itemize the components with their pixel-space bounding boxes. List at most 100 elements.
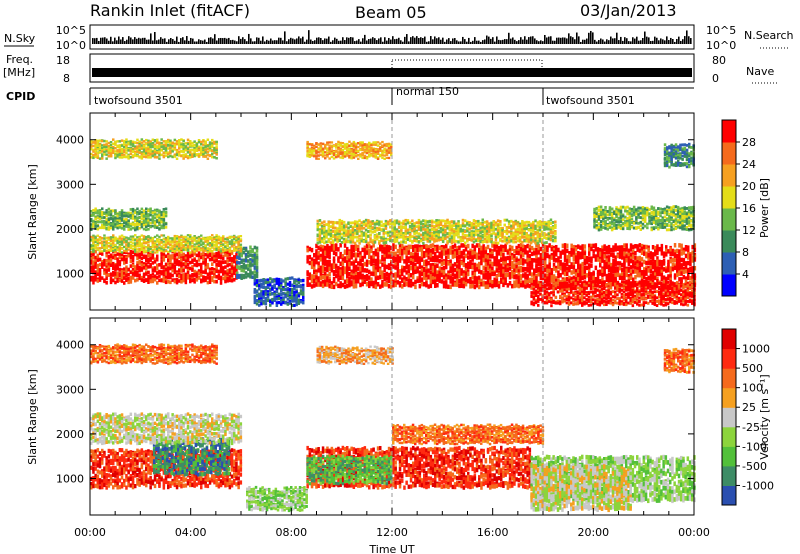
heatmap-cell bbox=[215, 234, 218, 237]
heatmap-cell bbox=[162, 208, 166, 211]
heatmap-cell bbox=[331, 230, 335, 233]
heatmap-cell bbox=[431, 250, 435, 255]
nsky-mark bbox=[378, 38, 380, 44]
heatmap-cell bbox=[423, 272, 426, 277]
heatmap-cell bbox=[103, 212, 106, 215]
heatmap-cell bbox=[173, 142, 177, 145]
heatmap-cell bbox=[202, 149, 205, 152]
heatmap-cell bbox=[423, 261, 426, 267]
heatmap-cell bbox=[317, 255, 320, 260]
heatmap-cell bbox=[343, 279, 347, 284]
heatmap-cell bbox=[502, 244, 505, 250]
heatmap-cell bbox=[153, 274, 157, 278]
heatmap-cell bbox=[535, 252, 538, 257]
heatmap-cell bbox=[149, 279, 152, 284]
heatmap-cell bbox=[186, 268, 190, 273]
heatmap-cell bbox=[131, 272, 135, 276]
heatmap-cell bbox=[381, 140, 384, 144]
heatmap-cell bbox=[147, 152, 150, 155]
heatmap-cell bbox=[489, 260, 492, 266]
heatmap-cell bbox=[114, 219, 117, 223]
nsky-mark bbox=[384, 37, 386, 44]
heatmap-cell bbox=[164, 145, 168, 149]
heatmap-cell bbox=[522, 268, 525, 273]
heatmap-cell bbox=[145, 138, 148, 142]
heatmap-cell bbox=[464, 264, 468, 269]
heatmap-cell bbox=[486, 265, 490, 271]
heatmap-cell bbox=[109, 248, 113, 251]
heatmap-cell bbox=[566, 276, 569, 282]
heatmap-cell bbox=[337, 151, 340, 154]
nsky-mark bbox=[290, 37, 292, 44]
heatmap-cell bbox=[90, 265, 93, 270]
heatmap-cell bbox=[464, 247, 468, 252]
heatmap-cell bbox=[335, 156, 338, 159]
heatmap-cell bbox=[184, 254, 188, 258]
heatmap-cell bbox=[109, 239, 113, 242]
nsky-mark bbox=[654, 36, 656, 44]
heatmap-cell bbox=[195, 272, 199, 276]
heatmap-cell bbox=[623, 276, 626, 281]
heatmap-cell bbox=[158, 241, 161, 244]
heatmap-cell bbox=[416, 276, 419, 281]
heatmap-cell bbox=[90, 156, 93, 159]
heatmap-cell bbox=[440, 267, 444, 272]
heatmap-cell bbox=[660, 247, 664, 252]
heatmap-cell bbox=[162, 226, 166, 230]
heatmap-cell bbox=[423, 282, 426, 287]
heatmap-cell bbox=[530, 258, 534, 263]
heatmap-cell bbox=[599, 258, 602, 264]
heatmap-cell bbox=[374, 284, 378, 290]
heatmap-cell bbox=[530, 251, 534, 257]
heatmap-cell bbox=[164, 154, 168, 157]
heatmap-cell bbox=[513, 258, 516, 263]
heatmap-cell bbox=[109, 246, 113, 249]
heatmap-cell bbox=[189, 234, 192, 237]
heatmap-cell bbox=[508, 271, 512, 277]
heatmap-cell bbox=[420, 277, 424, 282]
heatmap-cell bbox=[101, 240, 104, 243]
heatmap-cell bbox=[156, 226, 159, 229]
heatmap-cell bbox=[136, 207, 139, 211]
nsky-mark bbox=[524, 36, 526, 44]
heatmap-cell bbox=[636, 266, 639, 272]
heatmap-cell bbox=[390, 245, 393, 251]
heatmap-cell bbox=[200, 243, 203, 247]
heatmap-cell bbox=[425, 269, 428, 274]
heatmap-cell bbox=[217, 253, 221, 257]
heatmap-cell bbox=[94, 237, 97, 240]
nsky-mark bbox=[560, 37, 562, 44]
nsearch-tick-top: 10^5 bbox=[706, 24, 736, 37]
heatmap-cell bbox=[175, 277, 179, 282]
nsky-mark bbox=[328, 36, 330, 44]
heatmap-cell bbox=[92, 156, 95, 160]
heatmap-cell bbox=[588, 251, 591, 256]
nsky-mark bbox=[518, 40, 520, 44]
heatmap-cell bbox=[401, 248, 404, 254]
heatmap-cell bbox=[197, 154, 201, 158]
heatmap-cell bbox=[416, 278, 419, 284]
heatmap-cell bbox=[101, 243, 104, 247]
heatmap-cell bbox=[327, 237, 330, 241]
heatmap-cell bbox=[200, 268, 203, 272]
heatmap-cell bbox=[125, 221, 128, 224]
heatmap-cell bbox=[90, 269, 93, 273]
heatmap-cell bbox=[129, 224, 133, 228]
heatmap-cell bbox=[559, 259, 562, 265]
heatmap-cell bbox=[363, 154, 367, 157]
heatmap-cell bbox=[368, 269, 371, 275]
heatmap-cell bbox=[484, 267, 488, 273]
heatmap-cell bbox=[449, 247, 452, 252]
heatmap-cell bbox=[607, 264, 611, 270]
heatmap-cell bbox=[178, 268, 181, 273]
heatmap-cell bbox=[515, 245, 518, 251]
heatmap-cell bbox=[535, 265, 538, 270]
heatmap-cell bbox=[134, 141, 137, 144]
nsky-mark bbox=[406, 34, 408, 44]
heatmap-cell bbox=[158, 221, 161, 225]
heatmap-cell bbox=[94, 265, 97, 269]
heatmap-cell bbox=[315, 275, 318, 280]
nsky-mark bbox=[108, 40, 110, 44]
heatmap-cell bbox=[103, 221, 106, 224]
heatmap-cell bbox=[436, 270, 439, 275]
